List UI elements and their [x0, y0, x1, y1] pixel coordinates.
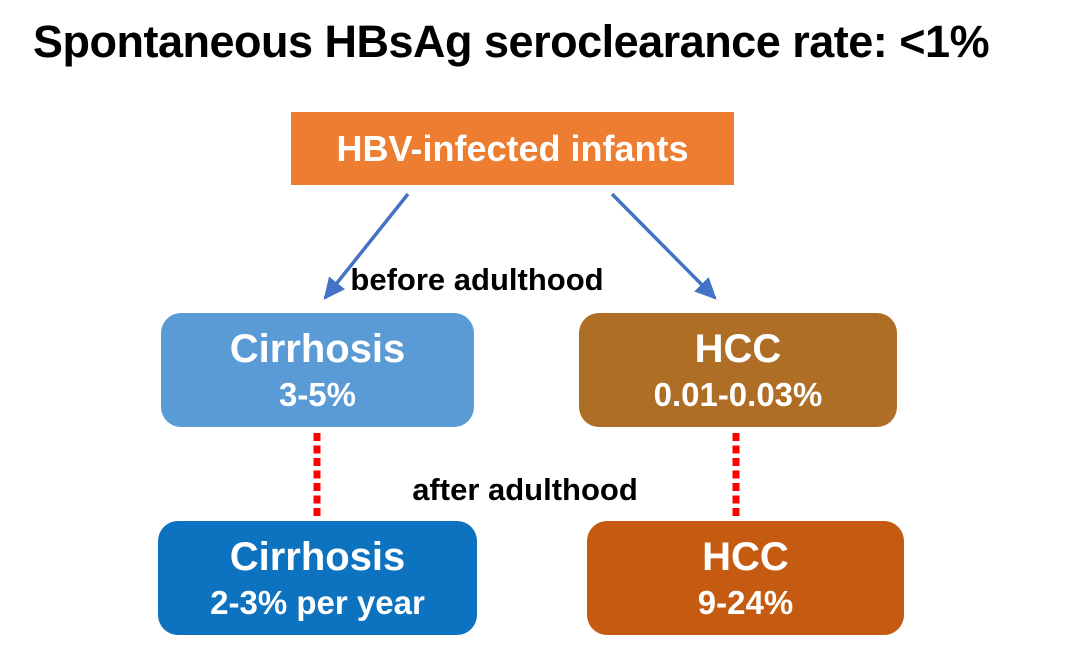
node-hcc-before-title: HCC: [694, 327, 782, 371]
node-hcc-after-title: HCC: [702, 535, 789, 579]
stage-label-after-adulthood: after adulthood: [412, 472, 638, 507]
node-cirrhosis-after-title: Cirrhosis: [229, 535, 406, 579]
node-hcc-before-adulthood: HCC 0.01-0.03%: [579, 313, 897, 427]
node-hcc-after-value: 9-24%: [697, 584, 794, 621]
node-cirrhosis-after-adulthood: Cirrhosis 2-3% per year: [158, 521, 477, 635]
stage-label-before-adulthood: before adulthood: [350, 262, 604, 297]
node-cirrhosis-before-adulthood: Cirrhosis 3-5%: [161, 313, 474, 427]
node-cirrhosis-before-title: Cirrhosis: [229, 327, 406, 371]
node-hbv-infected-infants-label: HBV-infected infants: [336, 127, 689, 169]
arrow-root-to-hcc-icon: [610, 192, 717, 300]
node-hcc-after-adulthood: HCC 9-24%: [587, 521, 904, 635]
node-cirrhosis-before-value: 3-5%: [278, 376, 357, 413]
page-title: Spontaneous HBsAg seroclearance rate: <1…: [33, 16, 990, 67]
node-hcc-before-value: 0.01-0.03%: [653, 376, 823, 413]
node-cirrhosis-after-value: 2-3% per year: [210, 584, 425, 621]
node-hbv-infected-infants: HBV-infected infants: [291, 112, 734, 185]
